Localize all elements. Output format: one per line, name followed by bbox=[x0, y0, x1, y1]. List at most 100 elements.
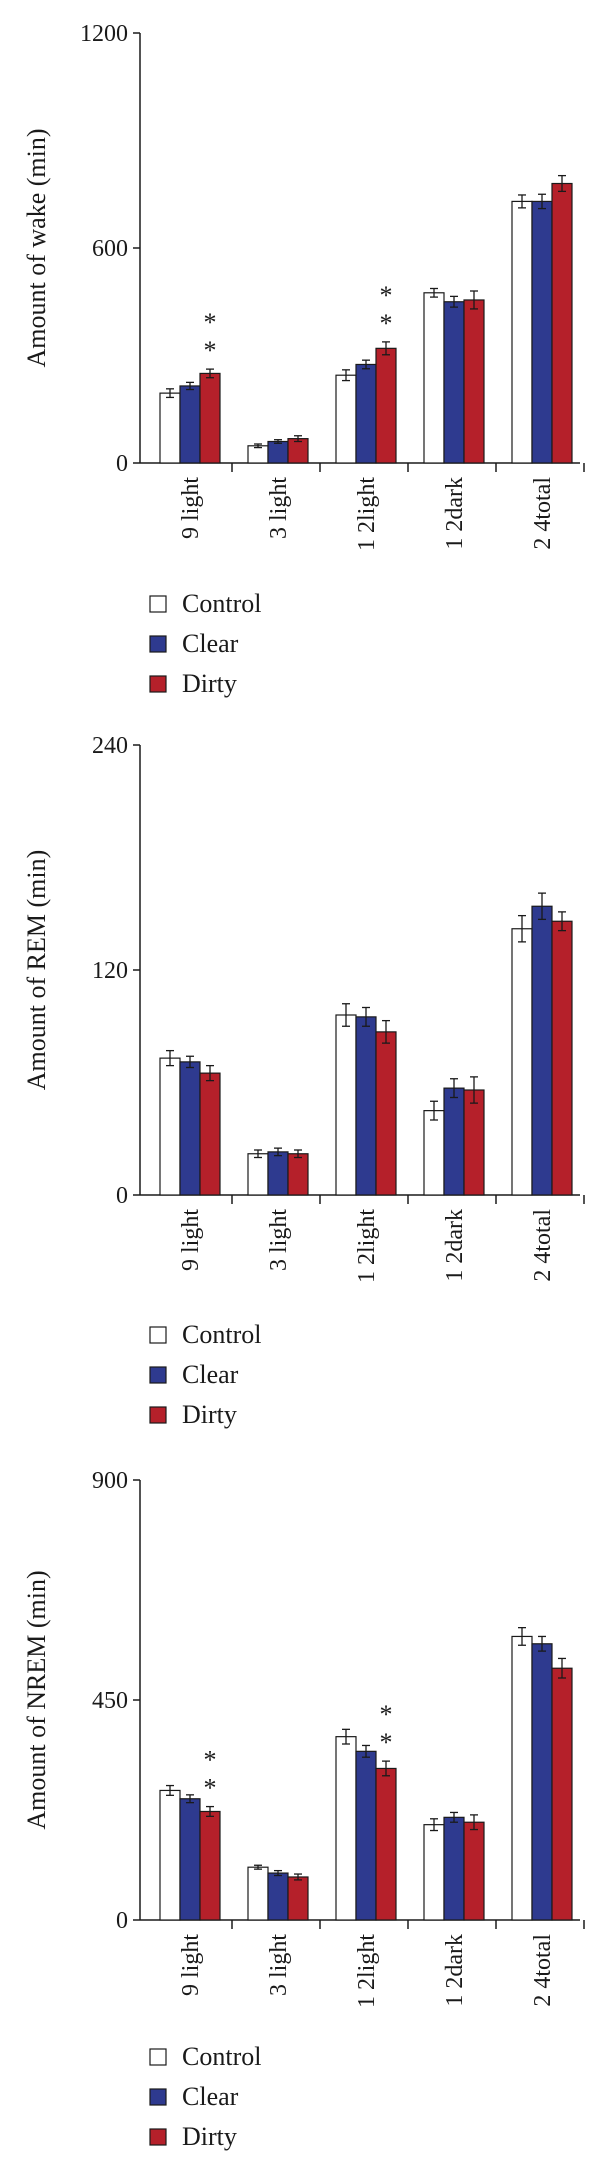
significance-marker: * bbox=[380, 309, 393, 338]
x-tick-label: 1 2light bbox=[354, 1209, 380, 1283]
bar-clear bbox=[355, 1016, 377, 1196]
legend-swatch-dirty bbox=[149, 675, 167, 693]
y-axis-label: Amount of NREM (min) bbox=[22, 1570, 51, 1829]
legend-label-dirty: Dirty bbox=[182, 669, 237, 698]
legend-swatch-control bbox=[149, 2048, 167, 2066]
bar-control bbox=[423, 1824, 445, 1921]
bar-dirty bbox=[551, 1667, 573, 1921]
y-tick-label: 0 bbox=[116, 451, 128, 477]
bar-control bbox=[247, 1866, 269, 1921]
bar-clear bbox=[267, 1151, 289, 1196]
legend-swatch-control bbox=[149, 1326, 167, 1344]
bar-clear bbox=[531, 200, 553, 464]
y-tick-label: 450 bbox=[92, 1688, 128, 1714]
legend-label-clear: Clear bbox=[182, 2082, 239, 2111]
x-tick-label: 3 light bbox=[266, 1934, 292, 1996]
bar-control bbox=[159, 392, 181, 464]
x-tick-label: 1 2dark bbox=[442, 477, 468, 550]
legend-swatch-clear bbox=[149, 1366, 167, 1384]
bar-dirty bbox=[199, 1810, 221, 1921]
x-tick-label: 1 2dark bbox=[442, 1934, 468, 2007]
bar-control bbox=[335, 1736, 357, 1921]
legend-label-dirty: Dirty bbox=[182, 2122, 237, 2151]
bar-dirty bbox=[463, 299, 485, 464]
significance-marker: * bbox=[380, 1700, 393, 1729]
bar-dirty bbox=[199, 1072, 221, 1196]
bar-control bbox=[247, 445, 269, 464]
legend-swatch-clear bbox=[149, 2088, 167, 2106]
legend-swatch-dirty bbox=[149, 1406, 167, 1424]
x-tick-label: 2 4total bbox=[530, 477, 556, 550]
bar-clear bbox=[179, 1798, 201, 1921]
x-tick-label: 1 2light bbox=[354, 1934, 380, 2008]
bar-dirty bbox=[375, 1767, 397, 1921]
significance-marker: * bbox=[380, 281, 393, 310]
x-tick-label: 3 light bbox=[266, 477, 292, 539]
bar-dirty bbox=[551, 182, 573, 464]
y-tick-label: 0 bbox=[116, 1908, 128, 1934]
legend-label-control: Control bbox=[182, 2042, 261, 2071]
legend-swatch-dirty bbox=[149, 2128, 167, 2146]
y-tick-label: 0 bbox=[116, 1183, 128, 1209]
y-axis-label: Amount of REM (min) bbox=[22, 850, 51, 1091]
x-tick-label: 2 4total bbox=[530, 1934, 556, 2007]
significance-marker: * bbox=[204, 1774, 217, 1803]
x-tick-label: 3 light bbox=[266, 1209, 292, 1271]
x-tick-label: 9 light bbox=[178, 477, 204, 539]
y-tick-label: 600 bbox=[92, 236, 128, 262]
bar-clear bbox=[179, 385, 201, 464]
bar-clear bbox=[267, 440, 289, 464]
legend-label-control: Control bbox=[182, 589, 261, 618]
bar-control bbox=[335, 374, 357, 464]
chart-panel-2: 0 120 240 Amount of REM (min) 9 light 3 light… bbox=[22, 733, 585, 1429]
bar-dirty bbox=[551, 920, 573, 1196]
bar-clear bbox=[531, 1643, 553, 1921]
legend-swatch-clear bbox=[149, 635, 167, 653]
bar-control bbox=[511, 200, 533, 464]
bar-clear bbox=[179, 1061, 201, 1196]
y-tick-label: 240 bbox=[92, 733, 128, 759]
legend-label-clear: Clear bbox=[182, 1360, 239, 1389]
bar-control bbox=[423, 1110, 445, 1196]
legend-label-control: Control bbox=[182, 1320, 261, 1349]
bar-control bbox=[159, 1057, 181, 1196]
bar-clear bbox=[355, 1750, 377, 1921]
legend-swatch-control bbox=[149, 595, 167, 613]
bar-dirty bbox=[463, 1089, 485, 1196]
x-tick-label: 9 light bbox=[178, 1934, 204, 1996]
bar-dirty bbox=[287, 1153, 309, 1196]
bar-clear bbox=[443, 301, 465, 464]
x-tick-label: 1 2dark bbox=[442, 1209, 468, 1282]
bar-control bbox=[511, 1635, 533, 1921]
bar-clear bbox=[443, 1087, 465, 1196]
bar-dirty bbox=[375, 347, 397, 464]
bar-dirty bbox=[287, 1876, 309, 1921]
x-tick-label: 2 4total bbox=[530, 1209, 556, 1282]
y-axis-label: Amount of wake (min) bbox=[22, 128, 51, 367]
y-tick-label: 900 bbox=[92, 1468, 128, 1494]
bar-clear bbox=[355, 363, 377, 464]
x-tick-label: 9 light bbox=[178, 1209, 204, 1271]
y-tick-label: 120 bbox=[92, 958, 128, 984]
bar-dirty bbox=[199, 372, 221, 464]
bar-clear bbox=[443, 1816, 465, 1921]
y-tick-label: 1200 bbox=[80, 21, 128, 47]
chart-panel-1: 0 600 1200 Amount of wake (min) 9 light 3 lig… bbox=[22, 21, 585, 698]
bar-clear bbox=[531, 905, 553, 1196]
bar-control bbox=[247, 1153, 269, 1196]
bar-control bbox=[335, 1014, 357, 1196]
bar-dirty bbox=[463, 1821, 485, 1921]
bar-control bbox=[159, 1789, 181, 1921]
significance-marker: * bbox=[204, 308, 217, 337]
x-tick-label: 1 2light bbox=[354, 477, 380, 551]
bar-clear bbox=[267, 1872, 289, 1921]
bar-control bbox=[423, 292, 445, 464]
significance-marker: * bbox=[380, 1728, 393, 1757]
significance-marker: * bbox=[204, 1746, 217, 1775]
legend-label-clear: Clear bbox=[182, 629, 239, 658]
significance-marker: * bbox=[204, 336, 217, 365]
bar-control bbox=[511, 928, 533, 1196]
bar-dirty bbox=[287, 438, 309, 464]
bar-dirty bbox=[375, 1031, 397, 1196]
